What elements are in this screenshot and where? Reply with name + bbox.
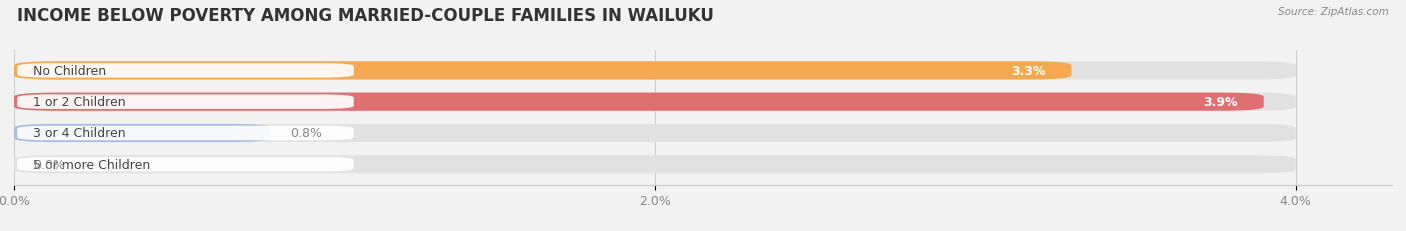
FancyBboxPatch shape xyxy=(14,124,270,143)
FancyBboxPatch shape xyxy=(14,155,1296,173)
Text: 1 or 2 Children: 1 or 2 Children xyxy=(34,96,127,109)
Text: 3.3%: 3.3% xyxy=(1011,65,1046,78)
Text: 3 or 4 Children: 3 or 4 Children xyxy=(34,127,127,140)
Text: 0.8%: 0.8% xyxy=(290,127,322,140)
FancyBboxPatch shape xyxy=(14,62,1296,80)
FancyBboxPatch shape xyxy=(17,157,354,172)
Text: 5 or more Children: 5 or more Children xyxy=(34,158,150,171)
Text: INCOME BELOW POVERTY AMONG MARRIED-COUPLE FAMILIES IN WAILUKU: INCOME BELOW POVERTY AMONG MARRIED-COUPL… xyxy=(17,7,714,25)
FancyBboxPatch shape xyxy=(14,124,1296,143)
FancyBboxPatch shape xyxy=(17,95,354,109)
FancyBboxPatch shape xyxy=(17,64,354,78)
Text: 3.9%: 3.9% xyxy=(1204,96,1239,109)
FancyBboxPatch shape xyxy=(14,62,1071,80)
FancyBboxPatch shape xyxy=(14,93,1296,111)
Text: No Children: No Children xyxy=(34,65,107,78)
Text: 0.0%: 0.0% xyxy=(34,158,65,171)
FancyBboxPatch shape xyxy=(17,126,354,141)
FancyBboxPatch shape xyxy=(14,93,1264,111)
Text: Source: ZipAtlas.com: Source: ZipAtlas.com xyxy=(1278,7,1389,17)
